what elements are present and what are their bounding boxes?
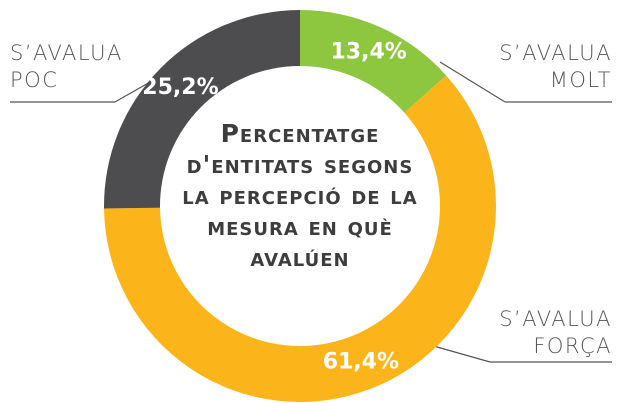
value-label: 61,4% <box>323 350 399 375</box>
donut-segment <box>104 10 300 209</box>
value-label: 13,4% <box>330 40 406 65</box>
leader-line <box>429 344 491 363</box>
donut-segment <box>300 10 447 113</box>
category-label: S’AVALUA POC <box>10 41 123 92</box>
leader-line <box>439 61 506 103</box>
category-label: S’AVALUA FORÇA <box>499 307 612 358</box>
category-label: S’AVALUA MOLT <box>499 41 612 92</box>
leader-line <box>114 81 151 103</box>
donut-segment <box>104 75 496 403</box>
value-label: 25,2% <box>142 75 218 100</box>
chart-title: Percentatge d'entitats segons la percepc… <box>182 119 418 272</box>
